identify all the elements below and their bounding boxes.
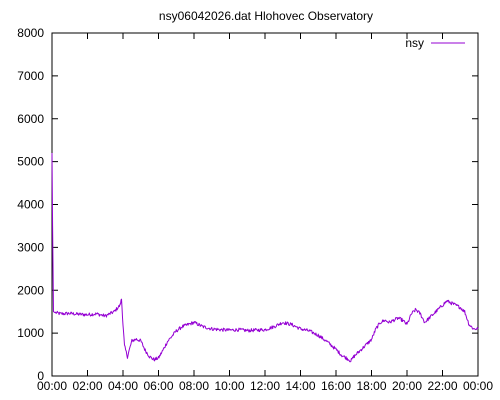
x-tick-label-11: 22:00 bbox=[427, 379, 457, 393]
series-line-nsy bbox=[51, 153, 479, 363]
x-tick-label-10: 20:00 bbox=[392, 379, 422, 393]
y-tick-label-5: 5000 bbox=[17, 155, 44, 169]
y-tick-label-4: 4000 bbox=[17, 198, 44, 212]
x-tick-label-4: 08:00 bbox=[179, 379, 209, 393]
x-tick-label-12: 00:00 bbox=[463, 379, 493, 393]
x-tick-label-3: 06:00 bbox=[143, 379, 173, 393]
chart-title: nsy06042026.dat Hlohovec Observatory bbox=[159, 9, 373, 23]
ticks-layer: 0 1000 2000 3000 4000 5000 6000 7000 8000 00:00 02… bbox=[17, 26, 493, 393]
x-tick-label-7: 14:00 bbox=[285, 379, 315, 393]
x-tick-label-0: 00:00 bbox=[37, 379, 67, 393]
legend-label-nsy: nsy bbox=[405, 36, 424, 50]
y-tick-label-1: 1000 bbox=[17, 326, 44, 340]
y-tick-label-3: 3000 bbox=[17, 240, 44, 254]
x-tick-label-5: 10:00 bbox=[214, 379, 244, 393]
y-tick-label-7: 7000 bbox=[17, 69, 44, 83]
y-tick-label-0: 0 bbox=[37, 369, 44, 383]
x-tick-label-6: 12:00 bbox=[250, 379, 280, 393]
x-tick-label-1: 02:00 bbox=[72, 379, 102, 393]
x-tick-label-8: 16:00 bbox=[321, 379, 351, 393]
x-tick-label-9: 18:00 bbox=[356, 379, 386, 393]
y-tick-label-6: 6000 bbox=[17, 112, 44, 126]
legend: nsy bbox=[405, 36, 465, 50]
x-tick-label-2: 04:00 bbox=[108, 379, 138, 393]
y-tick-label-8: 8000 bbox=[17, 26, 44, 40]
series-layer bbox=[51, 153, 479, 363]
y-tick-label-2: 2000 bbox=[17, 283, 44, 297]
